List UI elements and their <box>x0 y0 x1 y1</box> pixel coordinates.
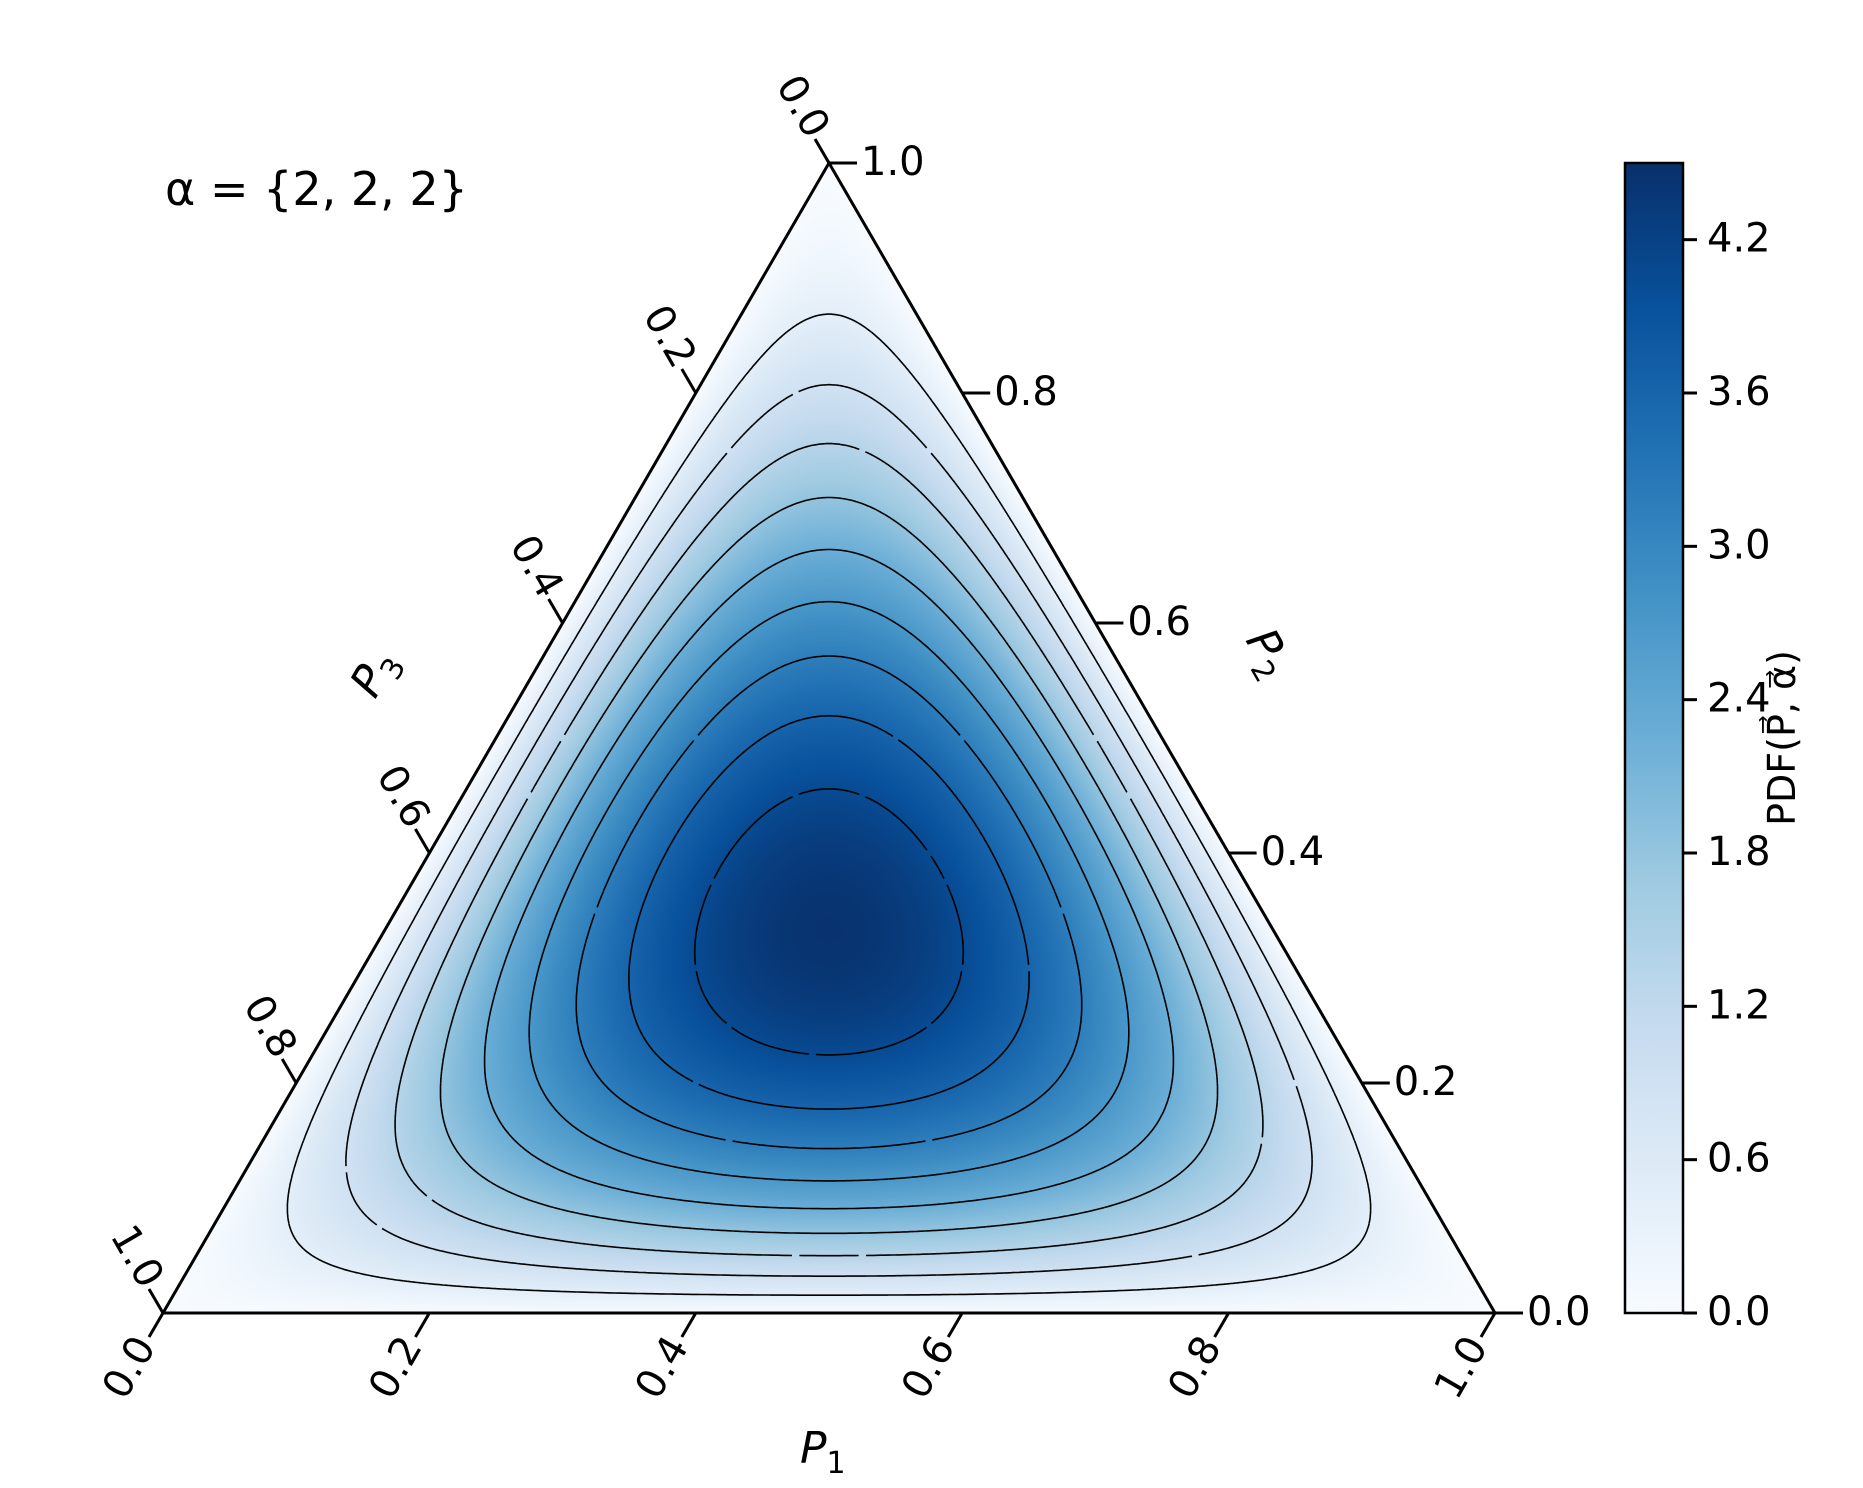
colorbar-ticks: 0.0 0.6 1.2 1.8 2.4 3.0 3.6 4.2 <box>1683 216 1771 1335</box>
p1-tick <box>680 1312 698 1338</box>
p1-axis-label: P1 <box>800 1423 846 1481</box>
colorbar-tick-label: 1.8 <box>1707 829 1771 875</box>
p2-tick-label: 0.4 <box>1261 829 1325 875</box>
contour-line <box>483 548 1175 1210</box>
p3-tick-label: 1.0 <box>101 1217 173 1295</box>
p3-tick <box>547 598 564 624</box>
contour-line <box>345 383 1313 1277</box>
colorbar <box>1623 161 1685 1315</box>
p3-tick-label: 0.0 <box>767 67 839 145</box>
p3-tick <box>414 828 431 854</box>
contour-line <box>394 442 1264 1257</box>
contour-line <box>439 496 1219 1235</box>
p1-tick-label: 0.0 <box>94 1329 166 1407</box>
p1-tick <box>946 1312 964 1338</box>
p3-tick-label: 0.6 <box>367 757 439 835</box>
p1-tick <box>1479 1312 1497 1338</box>
p2-tick-label: 0.0 <box>1527 1289 1591 1335</box>
p1-tick-label: 0.6 <box>893 1329 965 1407</box>
p3-tick-label: 0.4 <box>501 527 573 605</box>
alpha-annotation: α = {2, 2, 2} <box>165 162 468 216</box>
colorbar-tick-label: 3.6 <box>1707 369 1771 415</box>
density-heatmap <box>163 163 1495 1313</box>
contour-line <box>693 788 965 1056</box>
colorbar-tick-label: 1.2 <box>1707 982 1771 1028</box>
p1-tick-label: 0.4 <box>626 1329 698 1407</box>
p2-tick-label: 0.6 <box>1127 599 1191 645</box>
triangle-frame <box>160 160 1498 1315</box>
p3-tick-label: 0.2 <box>634 297 706 375</box>
contour-line <box>286 313 1372 1296</box>
p1-tick-label: 0.2 <box>360 1329 432 1407</box>
p1-tick <box>147 1312 165 1338</box>
colorbar-tick-label: 0.6 <box>1707 1136 1771 1182</box>
contour-line <box>528 600 1130 1182</box>
colorbar-tick-label: 0.0 <box>1707 1289 1771 1335</box>
contour-line <box>575 655 1083 1150</box>
p2-tick-label: 0.2 <box>1394 1059 1458 1105</box>
p3-tick <box>680 368 698 394</box>
p1-tick <box>1213 1312 1230 1338</box>
contour-lines <box>286 313 1372 1296</box>
p3-tick <box>813 138 831 164</box>
p3-tick <box>280 1058 298 1084</box>
colorbar-label: PDF(P⃗, α⃗) <box>1759 650 1804 826</box>
p2-tick-label: 0.8 <box>994 369 1058 415</box>
p3-axis-label: P3 <box>340 640 413 709</box>
colorbar-tick-label: 3.0 <box>1707 522 1771 568</box>
contour-line <box>628 715 1030 1110</box>
colorbar-tick-label: 2.4 <box>1707 676 1771 722</box>
p2-tick-label: 1.0 <box>861 139 925 185</box>
p3-tick-label: 0.8 <box>234 987 306 1065</box>
p1-tick-label: 1.0 <box>1426 1329 1498 1407</box>
p3-tick <box>147 1288 165 1314</box>
p1-tick-label: 0.8 <box>1159 1329 1231 1407</box>
p1-tick <box>414 1312 431 1338</box>
colorbar-tick-label: 4.2 <box>1707 216 1771 262</box>
p2-axis-label: P2 <box>1229 620 1302 689</box>
